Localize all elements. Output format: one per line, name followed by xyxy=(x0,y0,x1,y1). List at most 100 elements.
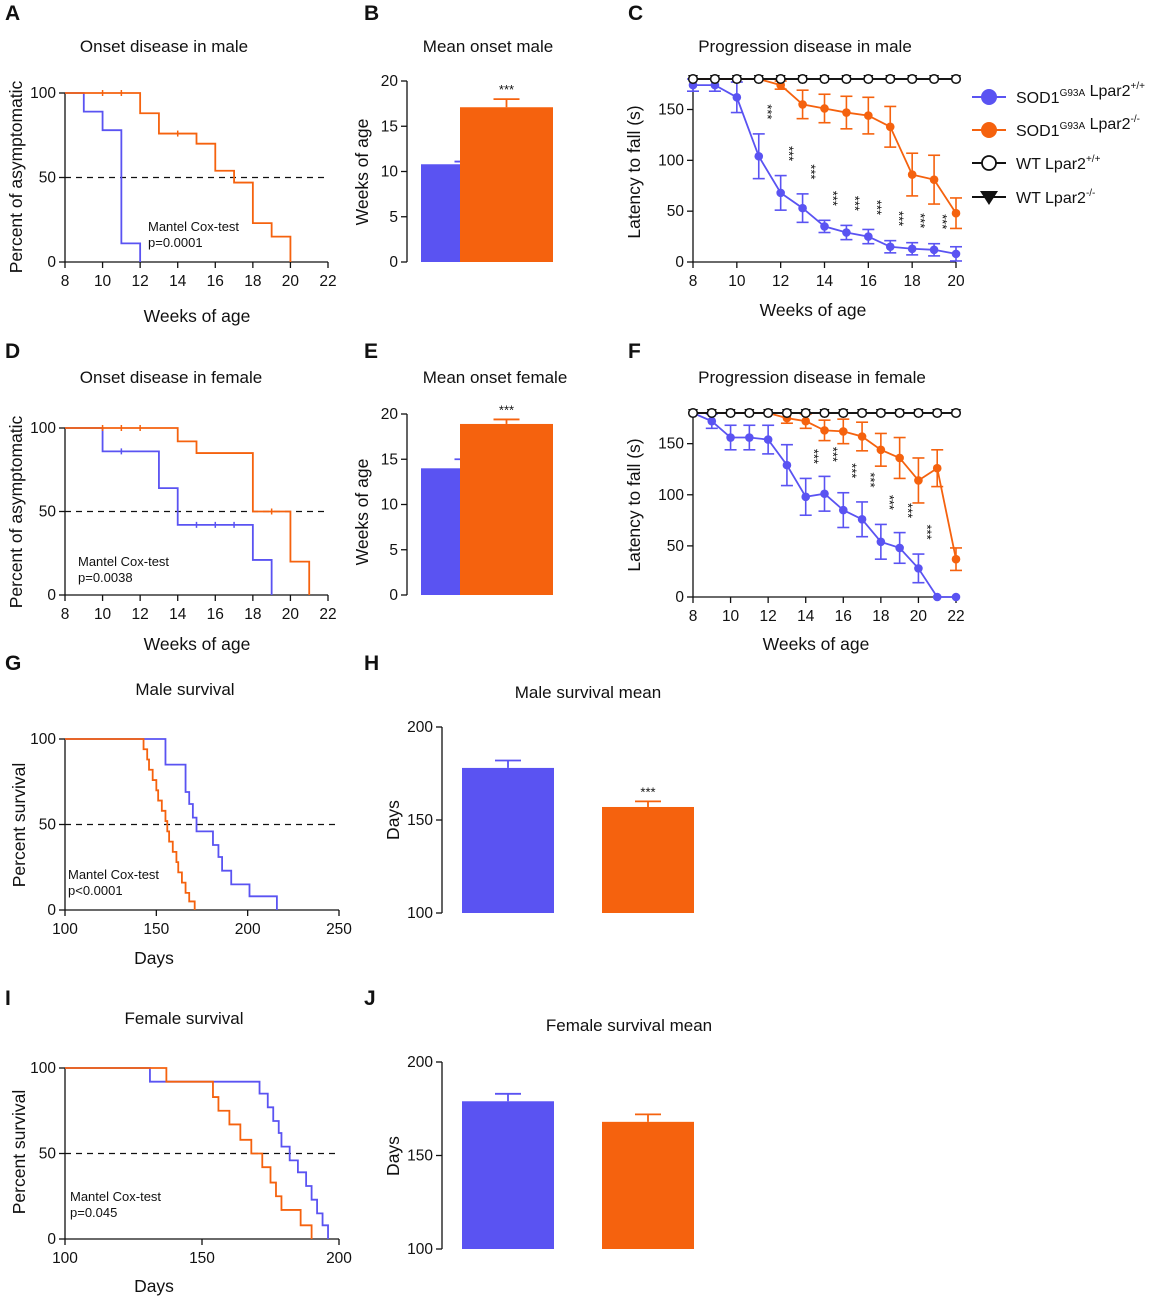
significance-marker: *** xyxy=(869,200,884,215)
y-axis-label: Latency to fall (s) xyxy=(624,438,644,571)
data-point xyxy=(819,73,830,85)
data-point xyxy=(753,73,764,85)
panel-letter: D xyxy=(5,340,20,363)
panel-title: Mean onset male xyxy=(423,37,553,56)
x-tick-label: 22 xyxy=(319,606,336,623)
y-tick-label: 0 xyxy=(675,589,684,606)
panel-letter: J xyxy=(364,987,376,1010)
x-tick-label: 250 xyxy=(326,921,352,938)
x-tick-label: 10 xyxy=(94,606,112,623)
significance-marker: *** xyxy=(499,82,514,97)
legend-marker xyxy=(981,155,997,171)
data-point xyxy=(820,489,829,499)
y-tick-label: 0 xyxy=(47,1231,56,1248)
x-tick-label: 12 xyxy=(772,273,789,290)
data-point xyxy=(798,203,807,213)
y-axis-label: Percent of asymptomatic xyxy=(6,415,26,608)
y-tick-label: 200 xyxy=(407,719,433,736)
x-tick-label: 14 xyxy=(816,273,834,290)
y-axis-label: Percent survival xyxy=(9,1090,29,1215)
y-tick-label: 100 xyxy=(407,905,433,922)
data-point xyxy=(781,407,792,419)
x-tick-label: 8 xyxy=(689,608,698,625)
data-point xyxy=(782,460,792,470)
significance-marker: *** xyxy=(782,146,797,161)
y-tick-label: 0 xyxy=(389,587,398,604)
data-point xyxy=(907,170,917,179)
data-point xyxy=(800,407,811,419)
x-tick-label: 18 xyxy=(244,606,261,623)
data-point xyxy=(929,175,939,184)
x-tick-label: 14 xyxy=(169,273,187,290)
data-point xyxy=(687,73,699,85)
legend-label-part: WT Lpar2 xyxy=(1016,156,1086,173)
data-point xyxy=(754,151,764,161)
data-point xyxy=(838,407,849,419)
bar xyxy=(462,1101,554,1249)
panel-letter: G xyxy=(5,652,21,675)
bar xyxy=(602,806,694,913)
data-point xyxy=(726,433,735,442)
y-tick-label: 15 xyxy=(381,118,398,135)
data-point xyxy=(842,228,851,237)
stat-annotation: p<0.0001 xyxy=(68,883,123,898)
legend-label-part: G93A xyxy=(1060,121,1086,132)
x-tick-label: 16 xyxy=(207,606,224,623)
x-tick-label: 22 xyxy=(319,273,336,290)
legend-marker xyxy=(981,122,997,138)
significance-marker: *** xyxy=(882,495,897,510)
x-tick-label: 20 xyxy=(947,273,965,290)
stat-annotation: Mantel Cox-test xyxy=(70,1189,161,1204)
panel-title: Progression disease in male xyxy=(698,37,912,56)
stat-annotation: p=0.0001 xyxy=(148,235,203,250)
significance-marker: *** xyxy=(826,191,841,206)
y-tick-label: 100 xyxy=(658,487,684,504)
data-point xyxy=(875,407,886,419)
y-axis-label: Latency to fall (s) xyxy=(624,105,644,238)
x-axis-label: Days xyxy=(134,1276,174,1296)
data-point xyxy=(775,73,786,85)
legend-marker xyxy=(981,89,997,105)
x-tick-label: 12 xyxy=(760,608,777,625)
significance-marker: *** xyxy=(640,784,655,799)
survival-curve xyxy=(65,738,196,910)
significance-marker: *** xyxy=(863,472,878,487)
data-point xyxy=(687,407,699,419)
data-point xyxy=(932,463,942,473)
data-point xyxy=(929,73,940,85)
x-tick-label: 150 xyxy=(143,921,169,938)
legend-label-part: +/+ xyxy=(1131,81,1146,92)
y-tick-label: 5 xyxy=(389,209,398,226)
data-point xyxy=(820,104,829,113)
y-tick-label: 100 xyxy=(30,731,56,748)
data-point xyxy=(864,111,873,120)
significance-marker: *** xyxy=(804,164,819,179)
data-point xyxy=(763,407,774,419)
panel-letter: A xyxy=(5,2,20,25)
survival-curve xyxy=(65,92,292,262)
data-point xyxy=(838,427,848,436)
panel-letter: E xyxy=(364,340,378,363)
x-axis-label: Weeks of age xyxy=(144,306,251,326)
panel-title: Male survival mean xyxy=(515,683,661,702)
survival-curve xyxy=(65,427,273,595)
legend-label-part: Lpar2 xyxy=(1085,116,1130,133)
significance-marker: *** xyxy=(901,503,916,518)
data-point xyxy=(929,245,939,255)
data-point xyxy=(798,100,807,109)
x-tick-label: 22 xyxy=(947,608,964,625)
y-tick-label: 10 xyxy=(381,164,399,181)
data-point xyxy=(932,592,942,602)
significance-marker: *** xyxy=(844,463,859,478)
significance-marker: *** xyxy=(847,196,862,211)
y-tick-label: 150 xyxy=(407,812,433,829)
x-axis-label: Weeks of age xyxy=(144,634,251,654)
significance-marker: *** xyxy=(826,447,841,462)
y-tick-label: 100 xyxy=(658,152,684,169)
legend-label-part: SOD1 xyxy=(1016,90,1060,107)
x-tick-label: 20 xyxy=(910,608,928,625)
x-tick-label: 200 xyxy=(326,1250,352,1267)
data-point xyxy=(951,554,961,564)
stat-annotation: Mantel Cox-test xyxy=(148,219,239,234)
data-point xyxy=(706,407,717,419)
